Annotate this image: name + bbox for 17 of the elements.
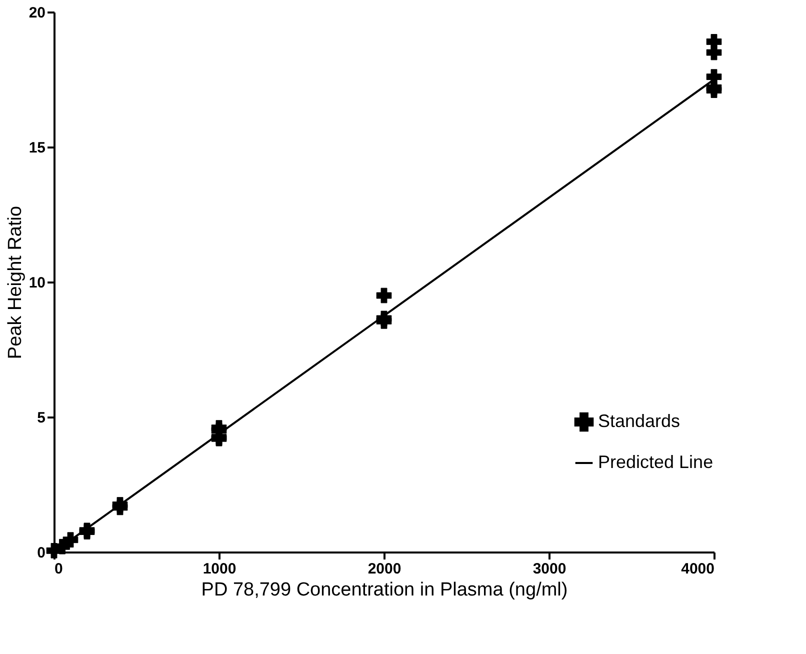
y-tick-label: 15: [28, 140, 46, 156]
legend-label: Predicted Line: [598, 452, 714, 472]
y-tick-label: 5: [37, 410, 46, 426]
y-tick-label: 10: [28, 274, 46, 292]
point: [376, 288, 392, 304]
y-tick-label: 0: [37, 544, 46, 562]
point: [706, 82, 722, 98]
x-tick-label: 4000: [681, 560, 714, 578]
x-tick-label: 3000: [532, 560, 566, 578]
y-tick-label: 20: [28, 4, 46, 22]
x-tick-label: 2000: [368, 560, 402, 578]
x-tick-label: 1000: [202, 560, 236, 578]
y-axis-title: Peak Height Ratio: [4, 206, 26, 360]
x-axis-title: PD 78,799 Concentration in Plasma (ng/ml): [201, 580, 568, 600]
legend-label: Standards: [598, 411, 680, 431]
point: [706, 44, 722, 60]
x-tick-label: 0: [54, 560, 63, 578]
